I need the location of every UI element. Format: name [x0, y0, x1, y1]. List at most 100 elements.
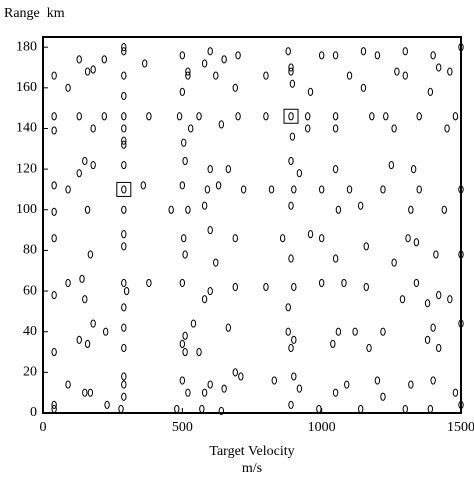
target-point	[289, 132, 296, 141]
target-point	[201, 59, 208, 68]
target-point	[452, 112, 459, 121]
target-point	[374, 51, 381, 60]
target-point	[332, 112, 339, 121]
target-point	[84, 339, 91, 348]
target-point	[288, 343, 294, 353]
target-point	[90, 160, 96, 170]
target-point	[225, 165, 232, 174]
target-point	[76, 55, 82, 64]
target-point	[360, 47, 367, 56]
target-point	[84, 205, 91, 214]
target-point	[82, 156, 88, 166]
target-point	[121, 136, 127, 145]
target-point	[441, 205, 447, 214]
target-point	[410, 165, 417, 174]
target-point	[121, 160, 127, 170]
target-point	[174, 404, 180, 414]
target-point	[430, 323, 436, 332]
target-point	[207, 380, 213, 389]
target-point	[458, 185, 464, 194]
target-point	[168, 205, 174, 214]
target-point	[335, 205, 342, 214]
target-point	[51, 234, 57, 243]
y-tick-label: 160	[16, 80, 37, 95]
target-point	[271, 376, 277, 385]
target-point	[341, 278, 347, 288]
target-point	[190, 319, 197, 328]
target-point	[263, 282, 269, 292]
target-point	[330, 339, 336, 348]
target-point	[416, 112, 422, 121]
target-point	[181, 234, 187, 243]
target-point	[285, 47, 291, 56]
target-point	[388, 160, 395, 170]
target-point	[369, 112, 375, 121]
target-point	[232, 368, 238, 377]
target-point	[221, 55, 227, 64]
highlight-box	[283, 108, 299, 124]
target-point	[182, 156, 188, 166]
target-point	[391, 124, 397, 133]
target-point	[101, 112, 108, 121]
target-point	[121, 372, 127, 381]
x-axis-label: Target Velocity	[209, 444, 294, 459]
target-point	[179, 278, 186, 288]
target-point	[82, 295, 88, 304]
target-point	[296, 384, 303, 393]
target-point	[201, 295, 208, 304]
target-point	[213, 71, 219, 80]
target-point	[87, 388, 94, 397]
target-point	[179, 181, 186, 190]
target-point	[207, 47, 213, 56]
target-point	[380, 185, 386, 194]
target-point	[204, 185, 211, 194]
y-tick-label: 180	[16, 39, 37, 54]
target-point	[405, 234, 411, 243]
target-point	[240, 185, 247, 194]
y-tick-label: 0	[30, 405, 37, 420]
target-point	[51, 71, 57, 80]
target-point	[215, 181, 222, 190]
x-tick-label: 0	[40, 420, 47, 435]
highlight-box	[116, 181, 132, 197]
y-tick-label: 140	[16, 121, 37, 136]
target-point	[182, 331, 188, 340]
target-point	[196, 112, 202, 121]
target-point	[213, 258, 219, 267]
target-point	[76, 112, 82, 121]
target-point	[444, 124, 450, 133]
target-point	[291, 335, 297, 344]
target-point	[51, 400, 57, 409]
target-point	[285, 303, 291, 312]
target-point	[289, 79, 296, 88]
target-point	[185, 71, 191, 80]
target-point	[51, 126, 57, 135]
x-tick-label: 1000	[308, 420, 336, 435]
target-point	[199, 404, 205, 414]
target-point	[90, 124, 96, 133]
x-axis-unit: m/s	[242, 461, 262, 476]
target-point	[121, 140, 127, 149]
target-point	[121, 112, 127, 121]
target-point	[427, 404, 434, 414]
target-point	[318, 278, 325, 288]
target-point	[121, 91, 127, 101]
target-point	[352, 327, 358, 336]
target-point	[357, 201, 364, 210]
target-point	[65, 185, 71, 194]
target-point	[179, 87, 186, 96]
target-point	[142, 59, 148, 68]
target-point	[196, 347, 202, 357]
target-point	[288, 112, 294, 121]
target-point	[238, 372, 244, 381]
target-point	[408, 380, 414, 389]
target-point	[51, 112, 57, 121]
target-point	[288, 254, 294, 263]
target-point	[187, 124, 194, 133]
y-tick-label: 80	[23, 243, 37, 258]
target-point	[232, 282, 238, 292]
target-point	[279, 234, 286, 243]
target-point	[235, 51, 241, 60]
target-point	[394, 67, 400, 76]
